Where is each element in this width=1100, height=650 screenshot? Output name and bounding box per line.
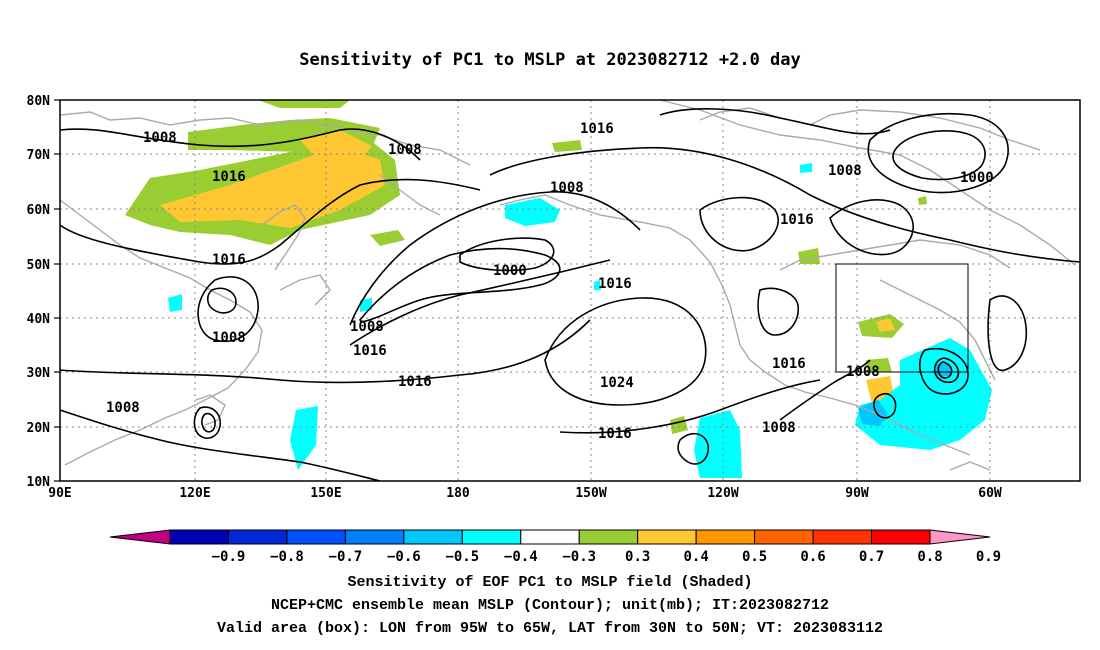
contour-label: 1016 — [772, 356, 806, 372]
lat-label: 60N — [27, 203, 51, 218]
plot-frame — [59, 99, 1081, 482]
colorbar-label: 0.4 — [684, 549, 709, 565]
shade-negative-dots-1 — [168, 294, 182, 312]
colorbar-swatch — [637, 529, 697, 545]
lon-label: 120E — [179, 486, 210, 501]
contour-label: 1016 — [212, 252, 246, 268]
colorbar-swatch — [812, 529, 873, 545]
lat-label: 10N — [27, 475, 51, 490]
lon-label: 150W — [575, 486, 606, 501]
contour-label: 1016 — [580, 121, 614, 137]
shade-positive-kamchatka — [370, 230, 405, 246]
shade-positive-arctic — [258, 100, 350, 108]
contour-label: 1008 — [106, 400, 140, 416]
contour-label: 1008 — [846, 364, 880, 380]
contour-label: 1008 — [550, 180, 584, 196]
colorbar-label: −0.5 — [445, 549, 479, 565]
contour-label: 1008 — [350, 319, 384, 335]
shade-negative-pacific-small — [290, 406, 318, 470]
shade-negative-dots-3 — [800, 163, 812, 173]
colorbar-labels: −0.9 −0.8 −0.7 −0.6 −0.5 −0.4 −0.3 0.3 0.4 0.5 0.6… — [212, 549, 1002, 565]
lat-label: 20N — [27, 421, 51, 436]
lon-label: 90W — [845, 486, 869, 501]
caption-shaded: Sensitivity of EOF PC1 to MSLP field (Sh… — [347, 574, 753, 591]
colorbar-swatch — [286, 529, 346, 545]
sensitivity-shading — [125, 100, 992, 478]
shade-positive-pacific — [670, 416, 688, 434]
shade-negative-east-pacific — [694, 410, 742, 478]
colorbar-swatch — [403, 529, 463, 545]
latitude-labels: 80N 70N 60N 50N 40N 30N 20N 10N — [27, 94, 51, 490]
colorbar-label: −0.9 — [212, 549, 246, 565]
lat-ticks — [54, 99, 60, 482]
colorbar-left-triangle — [109, 529, 171, 545]
contour-label: 1016 — [780, 212, 814, 228]
lat-label: 70N — [27, 148, 51, 163]
colorbar-label: 0.6 — [800, 549, 825, 565]
colorbar-swatch — [578, 529, 639, 545]
shade-positive-alaska — [552, 140, 582, 152]
colorbar-swatch — [520, 529, 580, 545]
colorbar-label: −0.8 — [270, 549, 304, 565]
mslp-contours — [59, 108, 1081, 482]
contour-label: 1008 — [143, 130, 177, 146]
plot-title: Sensitivity of PC1 to MSLP at 2023082712… — [299, 50, 801, 70]
colorbar-swatch — [227, 529, 288, 545]
colorbar-label: 0.7 — [859, 549, 884, 565]
colorbar-swatch — [344, 529, 405, 545]
lat-label: 30N — [27, 366, 51, 381]
longitude-labels: 90E 120E 150E 180 150W 120W 90W 60W — [48, 486, 1002, 501]
contour-label: 1000 — [493, 263, 527, 279]
contour-label: 1008 — [212, 330, 246, 346]
contour-label: 1008 — [828, 163, 862, 179]
caption-valid-area: Valid area (box): LON from 95W to 65W, L… — [216, 620, 884, 637]
lon-label: 180 — [446, 486, 470, 501]
lat-label: 50N — [27, 258, 51, 273]
colorbar — [109, 529, 991, 545]
colorbar-label: −0.7 — [329, 549, 363, 565]
valid-area-box — [835, 263, 969, 373]
coastlines — [59, 99, 1076, 471]
colorbar-swatch — [871, 529, 931, 545]
caption-contour: NCEP+CMC ensemble mean MSLP (Contour); u… — [270, 597, 830, 614]
colorbar-swatch — [695, 529, 756, 545]
shade-positive-gulf-core — [876, 318, 895, 332]
colorbar-swatch — [461, 529, 522, 545]
shade-positive-canada — [798, 248, 820, 264]
contour-label: 1008 — [762, 420, 796, 436]
colorbar-swatch — [169, 529, 229, 545]
contour-label: 1016 — [598, 276, 632, 292]
colorbar-label: 0.3 — [625, 549, 650, 565]
lon-label: 150E — [310, 486, 341, 501]
contour-label: 1016 — [353, 343, 387, 359]
lon-label: 90E — [48, 486, 71, 501]
contour-label: 1024 — [600, 375, 634, 391]
contour-labels: 1008 1008 1016 1016 1008 1000 1016 1016 … — [106, 121, 994, 442]
lon-label: 60W — [978, 486, 1002, 501]
shade-positive-siberia-core — [160, 145, 385, 228]
colorbar-label: 0.8 — [917, 549, 942, 565]
lat-label: 80N — [27, 94, 51, 109]
colorbar-right-triangle — [929, 529, 991, 545]
shade-negative-bering — [505, 198, 560, 226]
lon-label: 120W — [707, 486, 738, 501]
shade-positive-greenland — [918, 196, 927, 205]
shade-negative-dots-4 — [594, 280, 601, 290]
colorbar-label: 0.9 — [976, 549, 1001, 565]
shade-negative-atlantic — [855, 338, 992, 450]
lat-label: 40N — [27, 312, 51, 327]
colorbar-label: −0.4 — [504, 549, 538, 565]
shade-negative-gulf-core — [858, 400, 888, 426]
colorbar-swatch — [754, 529, 814, 545]
shade-positive-east — [866, 358, 892, 372]
contour-label: 1000 — [960, 170, 994, 186]
contour-label: 1016 — [212, 169, 246, 185]
colorbar-label: 0.5 — [742, 549, 767, 565]
contour-label: 1016 — [598, 426, 632, 442]
colorbar-label: −0.6 — [387, 549, 421, 565]
contour-label: 1008 — [388, 142, 422, 158]
contour-label: 1016 — [398, 374, 432, 390]
colorbar-label: −0.3 — [562, 549, 596, 565]
